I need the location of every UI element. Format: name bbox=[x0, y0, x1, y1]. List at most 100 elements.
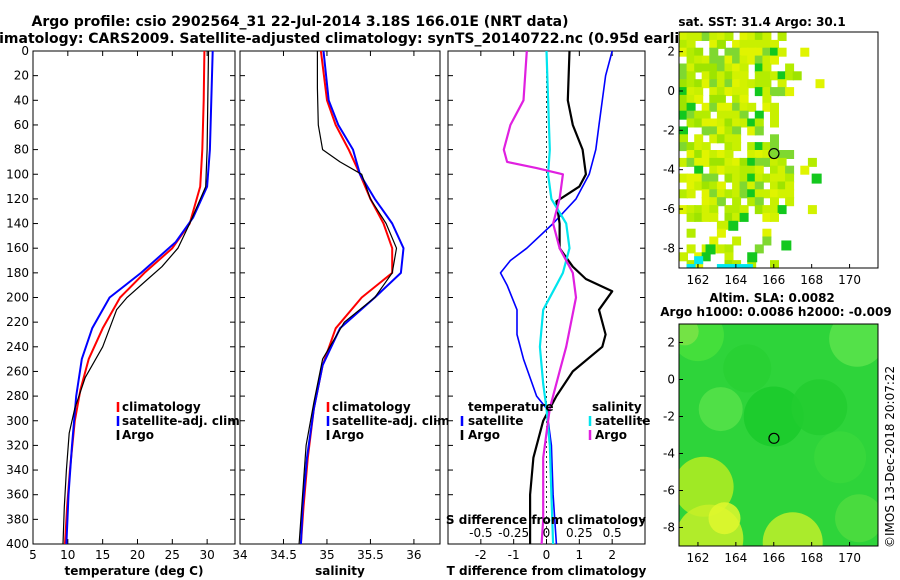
sst-cell bbox=[679, 71, 688, 81]
sst-cell bbox=[777, 32, 787, 41]
sla-blob bbox=[791, 379, 848, 436]
sst-cell bbox=[762, 102, 772, 112]
sst-cell bbox=[747, 173, 757, 183]
sst-cell bbox=[762, 157, 772, 167]
sst-cell bbox=[770, 87, 779, 97]
sst-map-title: sat. SST: 31.4 Argo: 30.1 bbox=[678, 15, 845, 29]
s-diff-tick-label: 0.25 bbox=[566, 526, 593, 540]
sst-cell bbox=[732, 79, 742, 89]
sst-cell bbox=[716, 126, 726, 136]
sst-cell bbox=[709, 102, 719, 112]
sst-cell-warm bbox=[781, 240, 792, 251]
sst-cell bbox=[732, 110, 742, 120]
sst-cell bbox=[732, 142, 742, 152]
sst-cell bbox=[716, 87, 726, 97]
sst-cell bbox=[815, 79, 825, 89]
y-tick-label: 100 bbox=[6, 167, 29, 181]
sst-cell bbox=[709, 236, 719, 246]
sst-cell bbox=[724, 47, 734, 57]
sst-cell bbox=[679, 173, 688, 183]
sst-cell bbox=[709, 205, 719, 215]
sst-map-panel: 162 164 166 168 170 2 0 -2 -4 -6 -8 bbox=[663, 31, 879, 287]
sst-cell bbox=[694, 157, 704, 167]
map-y-tick-label: 0 bbox=[667, 373, 675, 387]
sst-cell bbox=[739, 32, 749, 41]
sst-cell bbox=[679, 32, 688, 41]
y-tick-label: 320 bbox=[6, 438, 29, 452]
sst-cell bbox=[679, 134, 688, 144]
sst-cell bbox=[724, 173, 734, 183]
sst-cell bbox=[747, 32, 757, 41]
sst-cell bbox=[709, 197, 719, 207]
sst-cell bbox=[686, 110, 696, 120]
sst-cell bbox=[716, 220, 726, 230]
sst-cell bbox=[709, 212, 719, 222]
s-diff-tick-label: 0 bbox=[543, 526, 551, 540]
sst-cell bbox=[785, 150, 795, 159]
sst-cell bbox=[754, 110, 764, 120]
sst-cell bbox=[739, 94, 749, 104]
sst-cell bbox=[709, 173, 719, 183]
sst-cell bbox=[686, 244, 696, 254]
sst-cell bbox=[754, 87, 764, 97]
difference-panel: -2 -1 0 1 2 T difference from climatology -0.5… bbox=[446, 50, 650, 578]
sst-cell bbox=[716, 157, 726, 167]
sst-cell bbox=[777, 189, 787, 199]
sst-cell bbox=[754, 142, 764, 152]
sst-cell bbox=[709, 47, 719, 57]
map-frame bbox=[678, 31, 879, 269]
y-tick-label: 200 bbox=[6, 291, 29, 305]
sst-cell bbox=[709, 165, 719, 175]
sst-cell bbox=[724, 63, 734, 73]
y-tick-label: 240 bbox=[6, 340, 29, 354]
sst-cell bbox=[770, 102, 779, 112]
y-tick-label: 220 bbox=[6, 315, 29, 329]
sst-cell bbox=[679, 252, 688, 262]
sst-cell bbox=[747, 55, 757, 65]
sst-cell bbox=[694, 150, 704, 159]
sst-cell bbox=[709, 94, 719, 104]
sst-cell bbox=[739, 102, 749, 112]
series-argo bbox=[62, 50, 210, 545]
sst-cell bbox=[679, 205, 688, 215]
sst-cell bbox=[686, 87, 696, 97]
x-tick-label: 15 bbox=[95, 548, 110, 562]
sst-cell bbox=[770, 142, 779, 152]
sst-cell bbox=[739, 63, 749, 73]
sst-cell bbox=[724, 142, 734, 152]
sst-cell bbox=[770, 55, 779, 65]
x-tick-label: 36 bbox=[406, 548, 421, 562]
sst-cell bbox=[724, 134, 734, 144]
y-tick-label: 80 bbox=[14, 143, 29, 157]
sst-cell bbox=[754, 79, 764, 89]
y-tick-label: 280 bbox=[6, 389, 29, 403]
sst-cell bbox=[762, 63, 772, 73]
sst-cell bbox=[686, 189, 696, 199]
sst-cell-warm bbox=[811, 173, 822, 184]
map-field bbox=[679, 32, 878, 268]
sst-cell bbox=[686, 142, 696, 152]
sst-cell bbox=[770, 165, 779, 175]
x-tick-label: 25 bbox=[165, 548, 180, 562]
sst-cell bbox=[686, 71, 696, 81]
sst-cell bbox=[686, 118, 696, 128]
sst-cell bbox=[747, 39, 757, 49]
sst-cell bbox=[754, 63, 764, 73]
map-x-tick-label: 162 bbox=[686, 551, 709, 565]
sst-cell bbox=[701, 197, 711, 207]
sst-cell bbox=[686, 150, 696, 159]
legend-label: Argo bbox=[468, 428, 500, 442]
sst-cell bbox=[732, 189, 742, 199]
sst-cell bbox=[724, 79, 734, 89]
sst-cell bbox=[732, 87, 742, 97]
sst-cell bbox=[716, 150, 726, 159]
x-tick-label: 1 bbox=[576, 548, 584, 562]
y-tick-label: 20 bbox=[14, 69, 29, 83]
series-satellite-adj-clim- bbox=[299, 50, 405, 545]
sst-cell bbox=[694, 32, 704, 41]
sst-cell bbox=[754, 189, 764, 199]
sst-cell bbox=[777, 47, 787, 57]
sst-cell bbox=[747, 118, 757, 128]
x-tick-label: 5 bbox=[29, 548, 37, 562]
